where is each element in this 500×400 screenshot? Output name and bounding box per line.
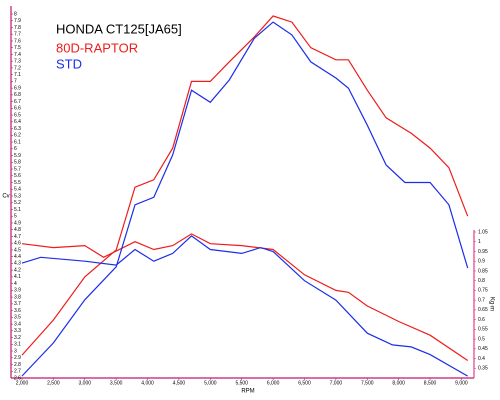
y-tick-label: 4.6 <box>14 241 21 247</box>
y-axis-label: Cv <box>2 194 9 200</box>
y-tick-label: 4.3 <box>14 261 21 267</box>
x-tick-label: 7,500 <box>361 380 374 386</box>
y2-tick-label: 0.8 <box>478 278 485 284</box>
y-tick-label: 4.5 <box>14 247 21 253</box>
x-tick-label: 7,000 <box>330 380 343 386</box>
y2-tick-label: 0.55 <box>478 327 488 333</box>
y-tick-label: 5 <box>14 214 17 220</box>
y-tick-label: 5.8 <box>14 160 21 166</box>
y-tick-label: 4.1 <box>14 274 21 280</box>
y-tick-label: 7.5 <box>14 45 21 51</box>
y-tick-label: 3.2 <box>14 335 21 341</box>
y-tick-label: 3.4 <box>14 321 21 327</box>
y-tick-label: 6.3 <box>14 126 21 132</box>
x-axis-label: RPM <box>241 389 254 395</box>
y-tick-label: 5.9 <box>14 153 21 159</box>
y2-tick-label: 0.6 <box>478 317 485 323</box>
y2-tick-label: 0.4 <box>478 356 485 362</box>
y-tick-label: 5.3 <box>14 193 21 199</box>
y-tick-label: 7.8 <box>14 25 21 31</box>
torque-line <box>21 235 468 377</box>
x-tick-label: 3,000 <box>79 380 92 386</box>
y-tick-label: 2.7 <box>14 369 21 375</box>
torque-line <box>21 233 469 361</box>
y-tick-label: 7 <box>14 79 17 85</box>
legend-label: 80D-RAPTOR <box>56 40 138 55</box>
x-tick-label: 9,000 <box>455 380 468 386</box>
x-tick-label: 2,500 <box>47 380 60 386</box>
y-tick-label: 3.1 <box>14 342 21 348</box>
x-tick-label: 2,000 <box>16 380 29 386</box>
y2-tick-label: 1 <box>478 239 481 245</box>
y-tick-label: 3.8 <box>14 294 21 300</box>
power-line <box>21 15 469 356</box>
y-tick-label: 7.2 <box>14 65 21 71</box>
y-tick-label: 3.9 <box>14 288 21 294</box>
y-tick-label: 4 <box>14 281 17 287</box>
y-tick-label: 3.3 <box>14 328 21 334</box>
y-tick-label: 5.4 <box>14 187 21 193</box>
y-tick-label: 5.6 <box>14 173 21 179</box>
y2-tick-label: 0.85 <box>478 268 488 274</box>
y-tick-label: 5.7 <box>14 166 21 172</box>
y2-tick-label: 0.7 <box>478 297 485 303</box>
x-tick-label: 4,500 <box>173 380 186 386</box>
y-tick-label: 7.6 <box>14 38 21 44</box>
x-tick-label: 5,000 <box>204 380 217 386</box>
y2-tick-label: 1.05 <box>478 229 488 235</box>
y-tick-label: 4.2 <box>14 267 21 273</box>
y-tick-label: 4.8 <box>14 227 21 233</box>
y2-tick-label: 0.95 <box>478 249 488 255</box>
x-tick-label: 6,000 <box>267 380 280 386</box>
y-tick-label: 2.6 <box>14 375 21 381</box>
y-tick-label: 2.9 <box>14 355 21 361</box>
x-tick-label: 8,000 <box>392 380 405 386</box>
y2-tick-label: 0.45 <box>478 346 488 352</box>
y-tick-label: 8 <box>14 11 17 17</box>
y-tick-label: 5.5 <box>14 180 21 186</box>
y2-tick-label: 0.5 <box>478 336 485 342</box>
y-tick-label: 6.7 <box>14 99 21 105</box>
x-tick-label: 5,500 <box>235 380 248 386</box>
y2-tick-label: 0.35 <box>478 366 488 372</box>
x-tick-label: 3,500 <box>110 380 123 386</box>
power-line <box>21 21 469 377</box>
y-tick-label: 3.5 <box>14 315 21 321</box>
y-tick-label: 5.2 <box>14 200 21 206</box>
y-tick-label: 7.7 <box>14 32 21 38</box>
y2-tick-label: 0.9 <box>478 259 485 265</box>
y-tick-label: 6.2 <box>14 133 21 139</box>
y-tick-label: 6.6 <box>14 106 21 112</box>
y-tick-label: 6.9 <box>14 85 21 91</box>
y-tick-label: 4.4 <box>14 254 21 260</box>
y-tick-label: 3.6 <box>14 308 21 314</box>
y-tick-label: 7.4 <box>14 52 21 58</box>
y-tick-label: 7.1 <box>14 72 21 78</box>
x-tick-label: 8,500 <box>424 380 437 386</box>
y2-axis-label: Kg·m <box>488 297 494 311</box>
y-tick-label: 6.8 <box>14 92 21 98</box>
chart-title: HONDA CT125[JA65] <box>56 21 182 36</box>
y2-tick-label: 0.75 <box>478 288 488 294</box>
x-tick-label: 4,000 <box>141 380 154 386</box>
y-tick-label: 2.8 <box>14 362 21 368</box>
y-tick-label: 6 <box>14 146 17 152</box>
y-tick-label: 4.9 <box>14 220 21 226</box>
y2-tick-label: 0.65 <box>478 307 488 313</box>
y-tick-label: 3 <box>14 348 17 354</box>
legend-label: STD <box>56 56 82 71</box>
y-tick-label: 5.1 <box>14 207 21 213</box>
y-tick-label: 6.5 <box>14 112 21 118</box>
y-tick-label: 3.7 <box>14 301 21 307</box>
y-tick-label: 7.9 <box>14 18 21 24</box>
y-tick-label: 4.7 <box>14 234 21 240</box>
y-tick-label: 7.3 <box>14 59 21 65</box>
y-tick-label: 6.4 <box>14 119 21 125</box>
x-tick-label: 6,500 <box>298 380 311 386</box>
y-tick-label: 6.1 <box>14 139 21 145</box>
